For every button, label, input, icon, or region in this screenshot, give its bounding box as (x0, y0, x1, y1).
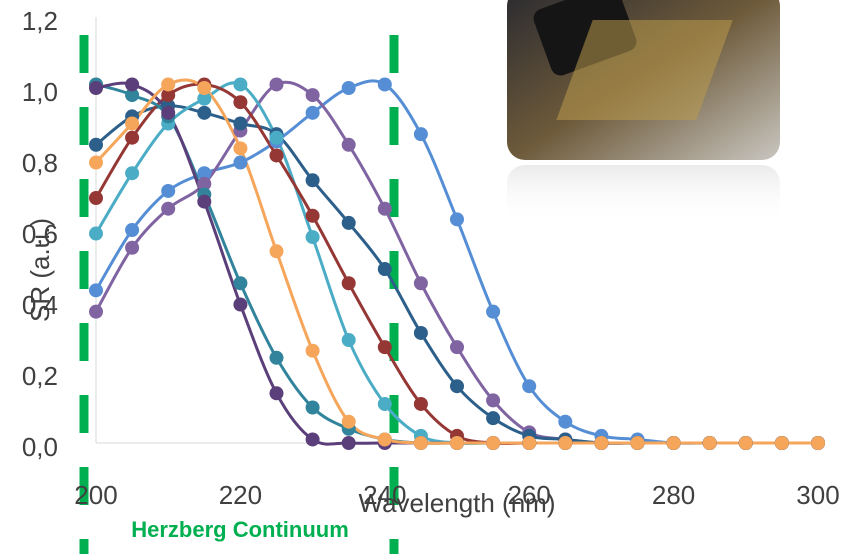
data-point (775, 436, 789, 450)
x-tick-label: 280 (652, 480, 695, 510)
x-tick-label: 240 (363, 480, 406, 510)
data-point (414, 397, 428, 411)
data-point (811, 436, 825, 450)
annotation: Herzberg Continuum (131, 517, 349, 542)
data-point (342, 138, 356, 152)
data-point (125, 241, 139, 255)
data-point (306, 401, 320, 415)
data-point (89, 156, 103, 170)
data-point (161, 106, 175, 120)
data-point (306, 88, 320, 102)
chart: Wavelength (nm) SR (a.u.) Herzberg Conti… (0, 0, 850, 554)
data-point (703, 436, 717, 450)
data-point (450, 340, 464, 354)
data-point (125, 117, 139, 131)
data-point (522, 379, 536, 393)
data-point (342, 436, 356, 450)
data-point (306, 106, 320, 120)
data-point (197, 81, 211, 95)
data-point (306, 432, 320, 446)
data-point (414, 127, 428, 141)
y-tick-label: 1,2 (22, 6, 58, 36)
data-point (270, 131, 284, 145)
data-point (342, 216, 356, 230)
data-point (89, 305, 103, 319)
data-point (739, 436, 753, 450)
data-point (125, 77, 139, 91)
y-tick-label: 0,2 (22, 361, 58, 391)
data-point (667, 436, 681, 450)
data-point (233, 141, 247, 155)
data-point (378, 340, 392, 354)
photo (507, 0, 780, 225)
data-point (378, 202, 392, 216)
data-point (450, 212, 464, 226)
data-point (486, 393, 500, 407)
data-point (89, 227, 103, 241)
data-point (306, 173, 320, 187)
y-tick-label: 0,8 (22, 148, 58, 178)
data-point (306, 230, 320, 244)
data-point (594, 436, 608, 450)
data-point (486, 436, 500, 450)
data-point (233, 95, 247, 109)
data-point (522, 436, 536, 450)
data-point (306, 344, 320, 358)
data-point (161, 184, 175, 198)
data-point (342, 276, 356, 290)
data-point (161, 77, 175, 91)
data-point (270, 77, 284, 91)
data-point (125, 223, 139, 237)
data-point (233, 156, 247, 170)
y-tick-label: 1,0 (22, 77, 58, 107)
y-tick-label: 0,0 (22, 432, 58, 462)
data-point (378, 262, 392, 276)
data-point (125, 166, 139, 180)
data-point (270, 148, 284, 162)
data-point (89, 191, 103, 205)
data-point (486, 411, 500, 425)
data-point (342, 415, 356, 429)
data-point (197, 195, 211, 209)
data-point (450, 379, 464, 393)
data-point (89, 81, 103, 95)
data-point (631, 436, 645, 450)
x-tick-label: 220 (219, 480, 262, 510)
data-point (270, 351, 284, 365)
data-point (414, 276, 428, 290)
y-tick-label: 0,6 (22, 219, 58, 249)
data-point (306, 209, 320, 223)
data-point (161, 202, 175, 216)
data-point (270, 244, 284, 258)
data-point (486, 305, 500, 319)
data-point (378, 77, 392, 91)
data-point (342, 333, 356, 347)
y-tick-label: 0,4 (22, 290, 58, 320)
data-point (558, 415, 572, 429)
data-point (378, 397, 392, 411)
data-point (89, 138, 103, 152)
data-point (558, 436, 572, 450)
x-tick-label: 200 (74, 480, 117, 510)
x-tick-label: 300 (796, 480, 839, 510)
data-point (89, 283, 103, 297)
data-point (270, 386, 284, 400)
data-point (233, 117, 247, 131)
data-point (125, 131, 139, 145)
data-point (414, 436, 428, 450)
data-point (378, 432, 392, 446)
data-point (450, 436, 464, 450)
data-point (233, 77, 247, 91)
data-point (197, 106, 211, 120)
data-point (414, 326, 428, 340)
data-point (342, 81, 356, 95)
data-point (233, 276, 247, 290)
data-point (233, 298, 247, 312)
x-tick-label: 260 (508, 480, 551, 510)
